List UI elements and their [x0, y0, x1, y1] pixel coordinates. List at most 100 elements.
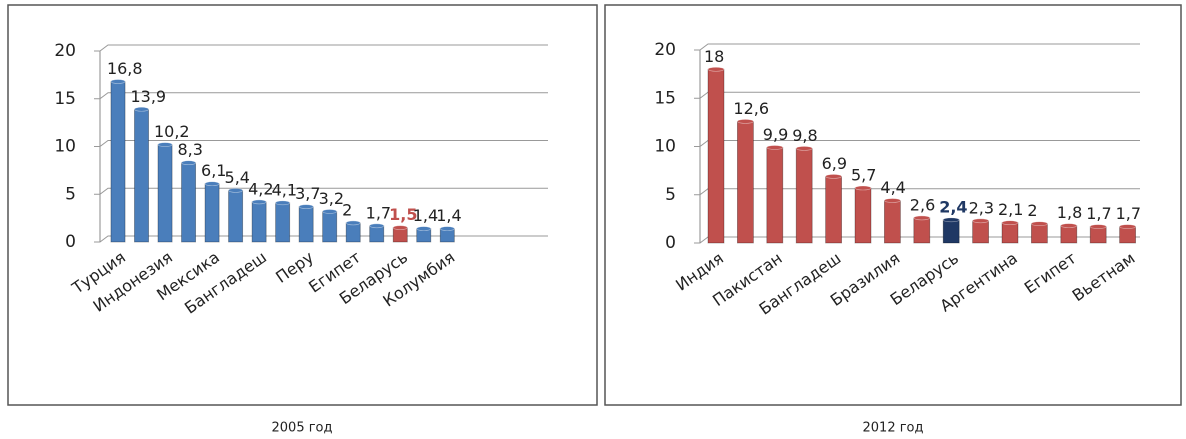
grid-line: [94, 44, 548, 52]
value-label: 13,9: [130, 87, 166, 106]
bar: [1001, 222, 1019, 244]
bar: [251, 201, 267, 243]
bar: [942, 219, 960, 244]
grid-line: [694, 140, 1140, 147]
bar-top: [204, 181, 220, 187]
value-label: 1,4: [436, 206, 461, 225]
bar: [972, 220, 989, 244]
bar: [275, 202, 291, 243]
value-label: 4,2: [248, 179, 273, 198]
grid-line: [694, 43, 1140, 51]
bar-top: [134, 106, 149, 112]
value-label: 2: [1027, 201, 1037, 220]
value-label: 2,4: [939, 197, 967, 216]
y-tick-label: 20: [654, 40, 676, 60]
grid-line: [694, 91, 1140, 99]
bar: [737, 121, 754, 244]
grid-line: [94, 92, 548, 100]
value-label: 6,1: [201, 161, 226, 180]
y-tick-label: 0: [65, 232, 76, 252]
bar: [1089, 226, 1107, 244]
value-label: 12,6: [733, 99, 769, 118]
bar: [884, 200, 901, 244]
bar: [1060, 225, 1078, 244]
bar-top: [972, 218, 989, 224]
bar: [181, 162, 197, 243]
bar: [345, 222, 361, 243]
value-label: 5,7: [851, 165, 876, 184]
bar: [913, 217, 931, 244]
y-tick-label: 0: [665, 233, 676, 253]
bar-top: [251, 199, 267, 205]
value-label: 16,8: [107, 59, 143, 78]
bar-top: [181, 160, 196, 166]
grid-line: [694, 188, 1140, 196]
bar-top: [392, 225, 408, 230]
panel-frame: [604, 4, 1182, 406]
bar-top: [110, 79, 126, 84]
bar-top: [1060, 223, 1078, 228]
value-label: 2,6: [910, 195, 935, 214]
bar: [766, 147, 784, 244]
value-label: 8,3: [178, 140, 203, 159]
bar: [204, 183, 220, 243]
bar: [322, 211, 338, 243]
bar-top: [913, 215, 931, 221]
value-label: 1,7: [1086, 204, 1111, 223]
chart-caption: 2005 год: [272, 421, 333, 436]
value-label: 2,1: [998, 200, 1023, 219]
bar-top: [416, 226, 432, 231]
value-label: 10,2: [154, 122, 190, 141]
value-label: 2: [342, 200, 352, 219]
value-label: 1,4: [413, 206, 438, 225]
value-label: 1,5: [389, 205, 417, 224]
y-tick-label: 15: [654, 88, 676, 108]
x-tick-label: Вьетнам: [1069, 248, 1139, 305]
value-label: 4,1: [272, 180, 297, 199]
grid-line: [94, 140, 548, 147]
bar-top: [766, 145, 784, 150]
bar-top: [1001, 220, 1019, 226]
value-label: 1,8: [1057, 203, 1082, 222]
value-label: 9,9: [763, 125, 788, 144]
y-tick-label: 15: [54, 89, 76, 109]
bar-top: [369, 223, 385, 229]
value-label: 6,9: [822, 154, 847, 173]
value-label: 5,4: [225, 168, 250, 187]
bar-top: [707, 67, 725, 72]
bar: [228, 190, 244, 243]
bar-top: [298, 204, 314, 209]
y-tick-label: 5: [665, 185, 676, 205]
bar: [854, 187, 872, 244]
bar-top: [942, 217, 960, 223]
bar: [110, 81, 126, 243]
bar: [1031, 223, 1048, 244]
bar: [298, 206, 314, 243]
bar: [825, 176, 842, 244]
y-tick-label: 10: [654, 137, 676, 157]
value-label: 3,7: [295, 184, 320, 203]
y-tick-label: 10: [54, 137, 76, 157]
bar: [1119, 226, 1136, 244]
bar-top: [1031, 221, 1048, 226]
bar-top: [884, 198, 901, 203]
grid-line: [94, 187, 548, 195]
value-label: 3,2: [319, 189, 344, 208]
bar-top: [275, 200, 290, 206]
bar: [157, 144, 173, 243]
y-tick-label: 20: [54, 41, 76, 61]
value-label: 1,7: [366, 203, 391, 222]
bar-top: [439, 226, 455, 231]
value-label: 1,7: [1116, 204, 1141, 223]
bar-top: [1089, 224, 1107, 229]
bar-top: [322, 209, 338, 214]
value-label: 9,8: [792, 126, 817, 145]
bar-top: [345, 220, 361, 226]
bar: [795, 148, 813, 244]
bar-top: [228, 188, 243, 193]
bar-top: [737, 119, 754, 124]
bar: [707, 68, 725, 244]
chart-caption: 2012 год: [863, 421, 924, 436]
bar: [369, 225, 385, 243]
